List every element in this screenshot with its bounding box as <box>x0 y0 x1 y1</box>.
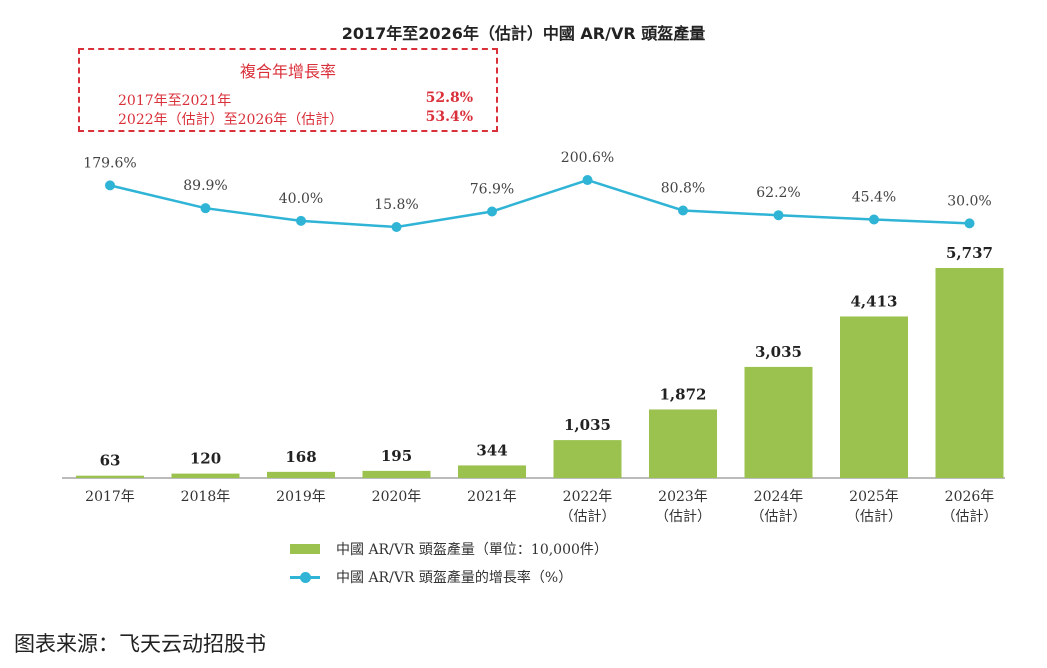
growth-label: 62.2% <box>756 185 800 201</box>
cagr-label: 2017年至2021年 <box>118 93 232 109</box>
bar <box>362 470 431 478</box>
growth-label: 45.4% <box>852 189 896 205</box>
growth-point <box>391 222 402 232</box>
bar-value-label: 120 <box>190 450 221 468</box>
growth-line <box>109 178 970 229</box>
bar <box>553 440 622 478</box>
legend: 中國 AR/VR 頭盔產量（單位：10,000件） 中國 AR/VR 頭盔產量的… <box>290 538 608 594</box>
legend-item-line: 中國 AR/VR 頭盔產量的增長率（%） <box>290 566 608 588</box>
x-tick-label: （估計） <box>751 509 807 525</box>
cagr-label: 2022年（估計）至2026年（估計） <box>118 112 344 128</box>
bar-value-label: 5,737 <box>946 244 993 262</box>
growth-point <box>200 203 211 214</box>
bar <box>76 475 144 478</box>
bar <box>649 409 717 478</box>
bar-value-label: 4,413 <box>851 292 898 310</box>
bar-value-label: 168 <box>285 448 316 466</box>
growth-label: 76.9% <box>470 181 514 197</box>
bar <box>267 471 335 478</box>
bar <box>458 465 526 478</box>
x-tick-label: 2025年 <box>849 489 899 505</box>
x-tick-label: （估計） <box>942 509 998 525</box>
x-tick-label: 2020年 <box>372 489 422 505</box>
growth-point <box>678 205 688 216</box>
growth-point <box>869 214 879 225</box>
x-tick-label: 2019年 <box>276 489 326 505</box>
x-tick-label: 2017年 <box>85 489 135 505</box>
cagr-heading: 複合年增長率 <box>239 62 336 81</box>
x-tick-label: （估計） <box>560 509 616 525</box>
x-tick-label: 2023年 <box>658 489 708 505</box>
cagr-value: 52.8% <box>425 90 473 106</box>
chart-title: 2017年至2026年（估計）中國 AR/VR 頭盔產量 <box>341 24 706 43</box>
bar-value-label: 3,035 <box>755 343 802 361</box>
bar-value-label: 63 <box>100 452 121 470</box>
growth-label: 179.6% <box>83 155 136 171</box>
bar <box>171 473 240 478</box>
x-tick-label: （估計） <box>846 509 902 525</box>
growth-label: 89.9% <box>183 178 227 194</box>
growth-point <box>773 210 784 221</box>
bar <box>935 268 1004 478</box>
cagr-value: 53.4% <box>425 109 473 125</box>
source-note: 图表来源：飞天云动招股书 <box>14 632 266 656</box>
growth-label: 40.0% <box>279 191 323 207</box>
cagr-row: 2017年至2021年 52.8% <box>118 90 473 110</box>
legend-swatch-bar <box>290 544 320 554</box>
legend-label: 中國 AR/VR 頭盔產量（單位：10,000件） <box>336 542 608 558</box>
growth-point <box>296 215 306 226</box>
growth-label: 30.0% <box>947 193 991 209</box>
x-tick-label: 2026年 <box>945 489 995 505</box>
x-tick-label: 2018年 <box>181 489 231 505</box>
x-tick-label: （估計） <box>655 509 711 525</box>
x-tick-label: 2021年 <box>467 489 517 505</box>
x-tick-label: 2024年 <box>754 489 804 505</box>
bar-value-label: 195 <box>381 447 412 465</box>
growth-point <box>487 206 497 217</box>
cagr-row: 2022年（估計）至2026年（估計） 53.4% <box>118 109 473 129</box>
bar-value-label: 344 <box>476 441 507 459</box>
legend-label: 中國 AR/VR 頭盔產量的增長率（%） <box>336 570 573 586</box>
growth-point <box>105 180 115 191</box>
legend-swatch-line <box>290 571 320 583</box>
growth-label: 15.8% <box>374 197 418 213</box>
x-tick-label: 2022年 <box>563 489 613 505</box>
legend-item-bar: 中國 AR/VR 頭盔產量（單位：10,000件） <box>290 538 608 560</box>
bar <box>744 366 813 478</box>
growth-point <box>582 175 593 186</box>
bar-value-label: 1,872 <box>660 385 707 403</box>
growth-label: 80.8% <box>661 180 705 196</box>
bar-value-label: 1,035 <box>564 416 611 434</box>
growth-point <box>964 218 975 229</box>
bar <box>840 316 908 478</box>
growth-label: 200.6% <box>561 150 614 166</box>
cagr-box: 複合年增長率 2017年至2021年 52.8% 2022年（估計）至2026年… <box>78 48 498 132</box>
